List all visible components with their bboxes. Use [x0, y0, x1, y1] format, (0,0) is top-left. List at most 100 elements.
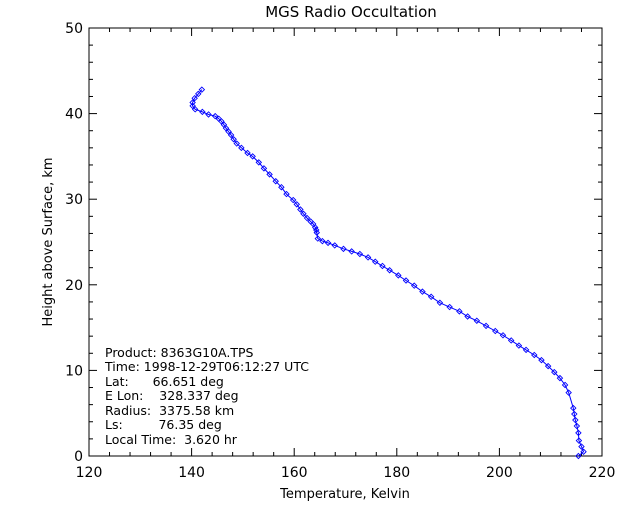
data-point-marker: [395, 272, 402, 279]
data-point-marker: [473, 317, 481, 324]
chart-title: MGS Radio Occultation: [265, 3, 437, 21]
data-point-marker: [507, 337, 515, 344]
y-tick-labels: 0 10 20 30 40 50: [65, 21, 83, 465]
data-point-marker: [386, 267, 393, 274]
data-point-marker: [340, 245, 347, 253]
x-tick-label: 160: [281, 465, 308, 481]
data-point-marker: [324, 239, 332, 247]
data-point-marker: [436, 299, 444, 307]
data-point-marker: [260, 165, 268, 172]
x-tick-label: 180: [383, 465, 410, 481]
data-point-marker: [225, 128, 232, 135]
data-point-marker: [565, 389, 572, 396]
data-point-marker: [572, 416, 579, 424]
data-point-marker: [379, 262, 386, 270]
data-point-marker: [573, 422, 581, 430]
data-point-marker: [531, 351, 538, 359]
data-point-marker: [233, 140, 240, 147]
data-point-marker: [319, 237, 326, 245]
data-point-marker: [195, 90, 202, 98]
data-point-marker: [364, 254, 372, 261]
data-point-marker: [220, 121, 228, 128]
data-point-marker: [205, 111, 212, 118]
data-point-marker: [230, 136, 237, 143]
info-product: Product: 8363G10A.TPS: [105, 345, 254, 360]
y-tick-label: 30: [65, 192, 83, 208]
data-point-marker: [211, 112, 219, 120]
data-point-marker: [255, 159, 263, 166]
data-point-marker: [314, 235, 322, 242]
data-point-marker: [492, 327, 499, 335]
y-tick-label: 0: [74, 449, 83, 465]
data-point-markers: [189, 86, 587, 460]
data-point-marker: [191, 106, 199, 113]
data-point-marker: [544, 362, 552, 370]
temperature-profile-line: [192, 89, 585, 457]
data-point-marker: [427, 293, 435, 301]
axis-ticks: [88, 27, 603, 457]
data-point-marker: [580, 448, 587, 455]
data-point-marker: [249, 153, 256, 160]
y-tick-label: 50: [65, 21, 83, 37]
data-point-marker: [556, 374, 564, 382]
data-point-marker: [571, 410, 578, 418]
data-point-marker: [356, 250, 364, 258]
data-point-marker: [522, 346, 530, 354]
data-point-marker: [238, 144, 245, 152]
data-point-marker: [307, 218, 314, 225]
data-point-marker: [348, 248, 355, 255]
info-elon: E Lon: 328.337 deg: [105, 388, 239, 403]
data-point-marker: [402, 277, 410, 284]
data-point-marker: [515, 342, 523, 349]
data-point-marker: [578, 443, 585, 450]
info-local-time: Local Time: 3.620 hr: [105, 432, 238, 447]
data-point-marker: [499, 332, 507, 339]
data-point-marker: [244, 149, 251, 157]
data-point-marker: [551, 368, 558, 376]
data-point-marker: [575, 452, 582, 460]
data-point-marker: [289, 196, 297, 204]
data-point-marker: [189, 99, 196, 106]
data-point-marker: [272, 177, 279, 185]
x-tick-label: 120: [76, 465, 103, 481]
data-point-marker: [419, 288, 426, 295]
info-ls: Ls: 76.35 deg: [105, 417, 222, 432]
info-block: Product: 8363G10A.TPS Time: 1998-12-29T0…: [104, 345, 309, 447]
data-point-marker: [266, 171, 273, 178]
data-point-marker: [575, 429, 582, 437]
data-point-marker: [538, 356, 545, 364]
y-axis-title: Height above Surface, km: [41, 157, 56, 326]
info-radius: Radius: 3375.58 km: [105, 403, 234, 418]
data-point-marker: [446, 303, 453, 311]
data-point-marker: [199, 108, 206, 116]
x-tick-labels: 120 140 160 180 200 220: [76, 465, 616, 481]
y-tick-label: 10: [65, 363, 83, 379]
data-point-marker: [372, 258, 379, 265]
data-point-marker: [283, 190, 290, 198]
data-point-marker: [411, 282, 418, 289]
x-tick-label: 220: [589, 465, 616, 481]
x-axis-title: Temperature, Kelvin: [279, 487, 410, 502]
data-point-marker: [297, 206, 304, 213]
data-point-marker: [278, 183, 285, 191]
x-tick-label: 140: [178, 465, 205, 481]
y-tick-label: 20: [65, 278, 83, 294]
data-point-marker: [561, 381, 569, 389]
data-point-marker: [303, 214, 311, 222]
x-tick-label: 200: [486, 465, 513, 481]
data-point-marker: [215, 115, 223, 122]
data-point-marker: [331, 242, 338, 249]
data-point-marker: [575, 437, 583, 444]
data-point-marker: [570, 404, 577, 412]
y-tick-label: 40: [65, 107, 83, 123]
data-point-marker: [300, 210, 307, 217]
info-time: Time: 1998-12-29T06:12:27 UTC: [104, 359, 309, 374]
plot-frame: [88, 27, 603, 457]
data-point-marker: [198, 86, 206, 93]
data-point-marker: [456, 308, 463, 315]
data-point-marker: [227, 131, 235, 139]
data-point-marker: [191, 94, 198, 102]
data-point-marker: [189, 102, 196, 110]
data-point-marker: [464, 313, 471, 320]
